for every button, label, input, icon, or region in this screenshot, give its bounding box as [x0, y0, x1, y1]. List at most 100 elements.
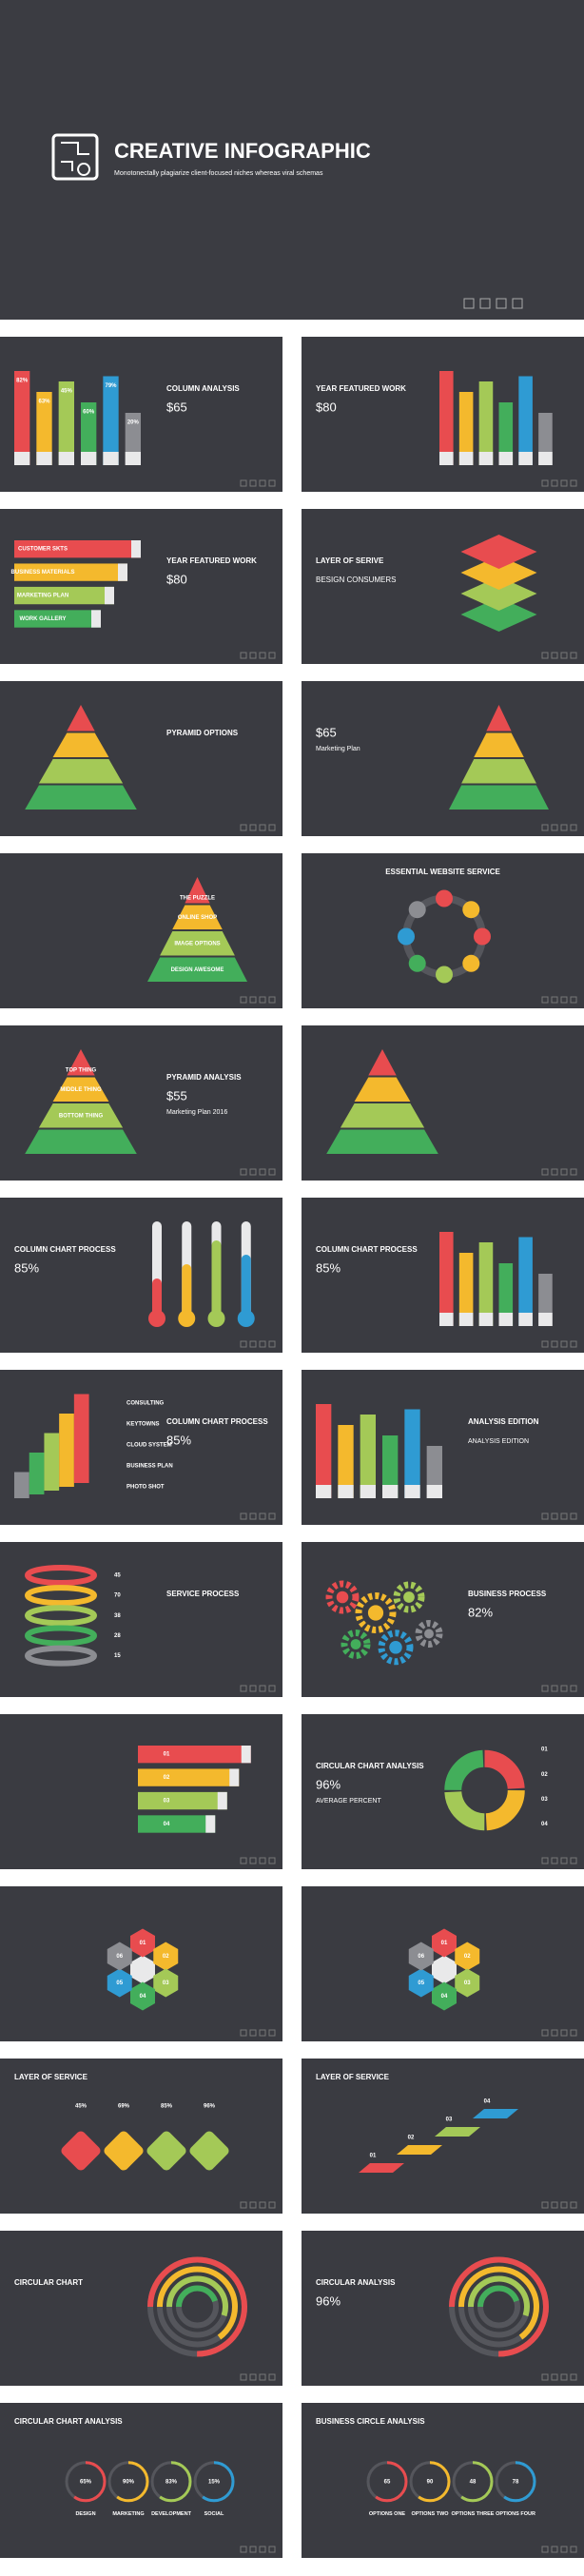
slide-label: 45: [114, 1573, 121, 1579]
circle-arc: [409, 2461, 451, 2503]
column: [338, 1425, 354, 1498]
slide-label: KEYTOWNS: [127, 1422, 160, 1428]
h-bar: [14, 563, 127, 581]
cover-subtitle: Monotonectally plagiarize client-focused…: [114, 170, 323, 177]
footer-icon: [268, 652, 276, 659]
ring-node: [408, 901, 426, 919]
pyramid-layer: [368, 1049, 397, 1076]
stair: [397, 2145, 442, 2155]
column-base: [316, 1485, 332, 1498]
slide: COLUMN CHART PROCESS 85% CONSULTING KEYTOWN…: [0, 1370, 282, 1525]
slide: BUSINESS CIRCLE ANALYSIS 65 90 48 78 OPTIONS …: [302, 2403, 584, 2558]
footer-icon: [551, 1857, 558, 1864]
footer-icon: [240, 1512, 247, 1520]
footer-icon: [541, 1685, 549, 1692]
slide: LAYER OF SERVICE 45% 69% 85% 96%: [0, 2059, 282, 2214]
column: [439, 1232, 454, 1326]
footer-icon: [560, 824, 568, 831]
column-base: [14, 452, 30, 465]
column: [458, 1253, 474, 1326]
thermo-bulb: [148, 1310, 165, 1327]
h-bar: [138, 1815, 216, 1833]
ring-node: [436, 966, 453, 984]
slide: CIRCULAR CHART: [0, 2231, 282, 2386]
slide: CIRCULAR CHART ANALYSIS 96% AVERAGE PERCEN…: [302, 1714, 584, 1869]
slide-label: MARKETING PLAN: [17, 594, 68, 599]
footer-icon: [259, 479, 266, 487]
thermo-bulb: [237, 1310, 255, 1327]
slide-bg: [302, 1542, 584, 1697]
footer-icon: [560, 1685, 568, 1692]
footer-icon: [259, 824, 266, 831]
column: [518, 376, 533, 465]
slide-name: OPTIONS THREE: [452, 2511, 495, 2517]
footer-icon: [249, 1340, 257, 1348]
slide-label: 38: [114, 1613, 121, 1619]
pyramid-layer: [326, 1129, 438, 1154]
slide-title: BUSINESS PROCESS: [468, 1590, 547, 1598]
slide: ANALYSIS EDITION ANALYSIS EDITION: [302, 1370, 584, 1525]
footer-icon: [259, 996, 266, 1004]
slide-label: 03: [446, 2117, 453, 2123]
column-base: [498, 452, 514, 465]
footer-icon: [560, 1512, 568, 1520]
diamond: [61, 2131, 101, 2171]
gear-hub: [389, 1641, 402, 1654]
pyramid-layer: [486, 705, 512, 732]
column-base: [58, 452, 74, 465]
footer-icon: [268, 1168, 276, 1176]
h-bar-cap: [217, 1791, 227, 1810]
footer-icon: [541, 824, 549, 831]
slide: LAYER OF SERVICE 01 02 03 04: [302, 2059, 584, 2214]
slide: PYRAMID ANALYSIS $55 Marketing Plan 2016 TO…: [0, 1025, 282, 1181]
slide: ESSENTIAL WEBSITE SERVICE: [302, 853, 584, 1008]
slide-stat: 96%: [316, 2293, 341, 2308]
column: [360, 1415, 376, 1498]
slide-label: 05: [418, 1981, 424, 1986]
footer-icon: [551, 1168, 558, 1176]
h-bar: [14, 586, 114, 605]
gear: [393, 1581, 425, 1613]
slide-label: 48: [470, 2479, 477, 2485]
hex: [432, 1981, 457, 2011]
hex: [130, 1928, 155, 1958]
slide-label: 69%: [118, 2104, 130, 2110]
column: [58, 381, 74, 465]
footer-icon: [560, 1857, 568, 1864]
slide-label: THE PUZZLE: [180, 895, 215, 901]
footer-icon: [570, 1857, 577, 1864]
slide-label: IMAGE OPTIONS: [174, 941, 220, 946]
footer-icon: [551, 1685, 558, 1692]
donut-arc: [444, 1749, 525, 1831]
slide-label: 79%: [105, 383, 117, 389]
step: [29, 1453, 45, 1494]
column: [458, 392, 474, 465]
slide-bg: [302, 2403, 584, 2558]
footer-icon: [249, 1857, 257, 1864]
slide-caption: Marketing Plan 2016: [166, 1109, 227, 1116]
column-base: [404, 1485, 420, 1498]
footer-icon: [240, 824, 247, 831]
slide-label: 15: [114, 1653, 121, 1659]
slide-label: CLOUD SYSTEM: [127, 1443, 172, 1449]
footer-icon: [249, 2029, 257, 2037]
gear: [325, 1580, 360, 1614]
thermo-level: [211, 1240, 222, 1317]
footer-icon: [249, 652, 257, 659]
footer-icon: [541, 1857, 549, 1864]
pyramid-layer: [449, 785, 549, 810]
slide-name: OPTIONS ONE: [369, 2511, 406, 2517]
hex: [107, 1942, 132, 1971]
slide-stat: $80: [166, 572, 187, 586]
slide-bg: [0, 1714, 282, 1869]
slide-label: 65: [384, 2479, 391, 2485]
column-base: [478, 1313, 494, 1326]
footer-icon: [541, 1512, 549, 1520]
footer-icon: [268, 1512, 276, 1520]
slide-title: LAYER OF SERVICE: [14, 2073, 88, 2081]
footer-icon: [249, 2546, 257, 2553]
hex-center: [432, 1955, 457, 1984]
pyramid-layer: [38, 1103, 124, 1128]
slide-label: CONSULTING: [127, 1401, 165, 1407]
footer-icon: [560, 2029, 568, 2037]
